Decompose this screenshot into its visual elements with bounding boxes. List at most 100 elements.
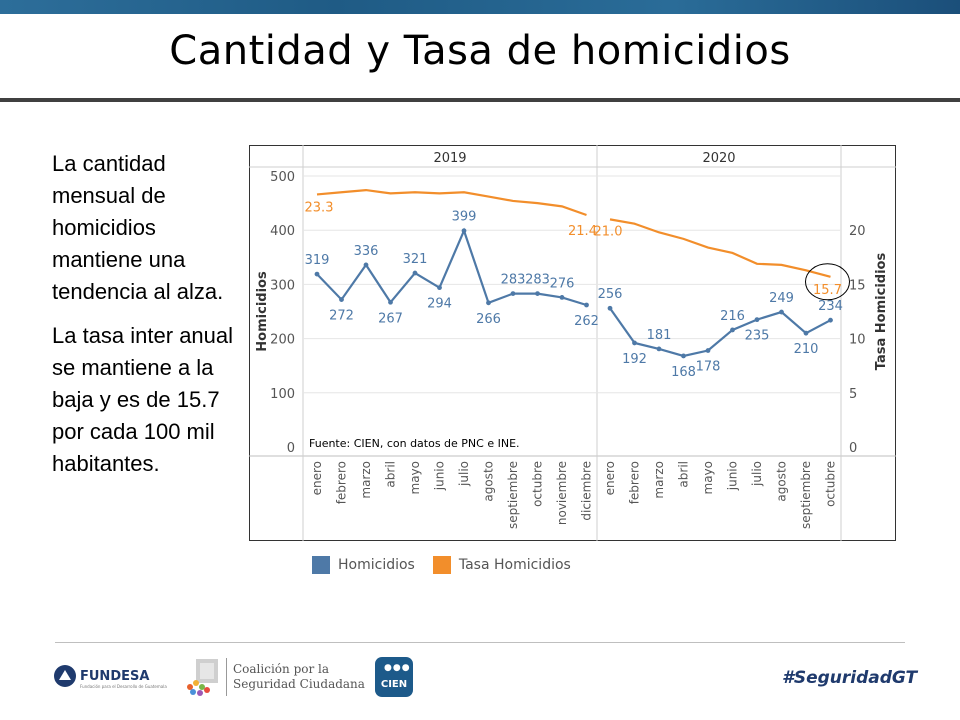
tasa-data-label: 15.7 xyxy=(813,283,842,298)
homicidios-data-label: 319 xyxy=(305,253,330,268)
chart-frame xyxy=(249,145,896,541)
homicidios-point xyxy=(363,262,369,268)
panel-header-year: 2019 xyxy=(433,151,466,166)
x-tick-label: julio xyxy=(750,461,764,487)
cien-logo-text: CIEN xyxy=(380,679,408,690)
homicidios-data-label: 249 xyxy=(769,291,794,306)
homicidios-data-label: 168 xyxy=(671,365,696,380)
summary-text: La cantidad mensual de homicidios mantie… xyxy=(52,148,252,492)
x-tick-label: septiembre xyxy=(799,461,813,529)
homicidios-data-label: 336 xyxy=(354,244,379,259)
y-left-axis-title: Homicidios xyxy=(255,271,270,352)
homicidios-point xyxy=(681,353,686,359)
x-tick-label: junio xyxy=(726,461,740,491)
y-left-tick-label: 0 xyxy=(287,441,295,456)
homicidios-point xyxy=(754,317,760,323)
homicidios-data-label: 210 xyxy=(794,342,819,357)
coalicion-logo-text: Coalición por la Seguridad Ciudadana xyxy=(233,662,365,692)
homicidios-point xyxy=(559,295,565,300)
fundesa-logo-subtext: Fundación para el Desarrollo de Guatemal… xyxy=(80,684,167,689)
x-tick-label: abril xyxy=(384,461,398,488)
homicidios-point xyxy=(339,297,344,302)
cien-dots-icon: ●●● xyxy=(384,663,411,673)
homicidios-line-2019 xyxy=(316,227,587,307)
homicidios-data-label: 192 xyxy=(622,352,647,367)
x-tick-label: junio xyxy=(433,461,447,491)
panel-header-year: 2020 xyxy=(702,151,735,166)
coalicion-mark-icon xyxy=(187,659,218,696)
tasa-data-label: 21.4 xyxy=(568,224,597,239)
homicidios-data-label: 267 xyxy=(378,311,403,326)
summary-paragraph-count: La cantidad mensual de homicidios mantie… xyxy=(52,151,224,304)
x-tick-label: mayo xyxy=(701,461,715,495)
x-tick-label: julio xyxy=(457,461,471,487)
x-tick-label: octubre xyxy=(531,461,545,507)
homicidios-data-label: 276 xyxy=(550,276,575,291)
homicidios-data-label: 321 xyxy=(403,252,428,267)
fundesa-logo-text: FUNDESA xyxy=(80,668,150,684)
x-tick-label: agosto xyxy=(775,461,789,502)
homicidios-data-label: 272 xyxy=(329,309,354,324)
homicidios-data-label: 262 xyxy=(574,314,599,329)
homicidios-point xyxy=(584,302,589,308)
chart-legend: Homicidios Tasa Homicidios xyxy=(312,556,589,574)
highlight-circle xyxy=(805,263,850,301)
footer-divider xyxy=(55,642,905,643)
homicidios-point xyxy=(803,330,809,336)
y-right-axis-title: Tasa Homicidios xyxy=(874,253,889,371)
homicidios-data-label: 178 xyxy=(696,360,721,375)
x-tick-label: febrero xyxy=(628,461,642,504)
x-tick-label: agosto xyxy=(482,461,496,502)
top-accent-bar xyxy=(0,0,960,14)
legend-item-homicidios: Homicidios xyxy=(312,556,415,574)
tasa-line-2020 xyxy=(609,218,831,278)
x-tick-label: marzo xyxy=(652,461,666,499)
homicidios-point xyxy=(437,285,442,291)
homicidios-point xyxy=(461,228,467,234)
tasa-line-2019 xyxy=(316,188,587,217)
source-note: Fuente: CIEN, con datos de PNC e INE. xyxy=(309,437,520,450)
homicidios-data-label: 399 xyxy=(452,210,477,225)
homicidios-point xyxy=(388,299,393,305)
y-left-tick-label: 100 xyxy=(270,387,295,402)
homicidios-point xyxy=(535,291,540,297)
homicidios-data-label: 234 xyxy=(818,299,843,314)
legend-label-homicidios: Homicidios xyxy=(338,557,415,573)
x-tick-label: noviembre xyxy=(555,461,569,525)
homicidios-point xyxy=(486,300,491,306)
homicidios-point xyxy=(412,270,418,276)
y-left-tick-label: 200 xyxy=(270,333,295,348)
homicidios-point xyxy=(510,291,516,297)
homicidios-point xyxy=(632,340,637,346)
homicidios-point xyxy=(314,271,320,277)
homicidios-data-label: 283 xyxy=(501,273,526,288)
homicidios-data-label: 216 xyxy=(720,309,745,324)
y-right-tick-label: 20 xyxy=(849,224,866,239)
homicidios-data-label: 181 xyxy=(647,328,672,343)
y-left-tick-label: 500 xyxy=(270,170,295,185)
homicidios-data-label: 235 xyxy=(745,329,770,344)
y-right-tick-label: 0 xyxy=(849,441,857,456)
x-tick-label: mayo xyxy=(408,461,422,495)
x-tick-label: febrero xyxy=(335,461,349,504)
homicidios-point xyxy=(730,327,735,333)
homicidios-point xyxy=(828,317,833,323)
summary-paragraph-rate: La tasa inter anual se mantiene a la baj… xyxy=(52,323,234,476)
coalicion-line-2: Seguridad Ciudadana xyxy=(233,677,365,691)
coalicion-logo: Coalición por la Seguridad Ciudadana xyxy=(182,657,365,697)
legend-label-tasa: Tasa Homicidios xyxy=(458,557,571,573)
y-left-tick-label: 300 xyxy=(270,278,295,293)
homicidios-point xyxy=(705,348,711,353)
homicidios-point xyxy=(607,305,613,311)
coalicion-separator xyxy=(226,658,227,696)
slide-title: Cantidad y Tasa de homicidios xyxy=(169,28,791,74)
homicidios-point xyxy=(779,309,784,315)
y-right-tick-label: 15 xyxy=(849,278,866,293)
y-right-tick-label: 5 xyxy=(849,387,857,402)
legend-swatch-homicidios xyxy=(312,556,330,574)
coalicion-line-1: Coalición por la xyxy=(233,662,330,676)
fundesa-logo: FUNDESA Fundación para el Desarrollo de … xyxy=(54,665,167,689)
homicidios-data-label: 266 xyxy=(476,312,501,327)
x-tick-label: marzo xyxy=(359,461,373,499)
x-tick-label: abril xyxy=(677,461,691,488)
